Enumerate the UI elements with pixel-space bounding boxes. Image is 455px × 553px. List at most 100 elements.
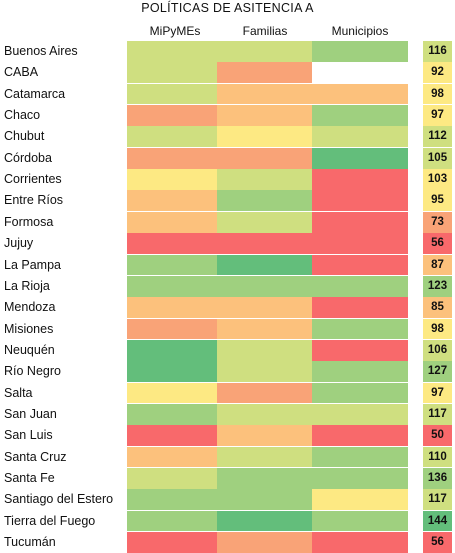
table-row: Jujuy 56 <box>0 233 455 254</box>
heatmap-cell-mipymes <box>127 105 223 126</box>
table-row: Chaco 97 <box>0 105 455 126</box>
total-value: 97 <box>423 382 452 404</box>
heatmap-cell-municipios <box>312 403 408 425</box>
total-value: 95 <box>423 190 452 212</box>
row-label: Santa Fe <box>4 471 55 485</box>
total-value: 127 <box>423 361 452 383</box>
table-row: Chubut 112 <box>0 126 455 148</box>
table-row: Mendoza 85 <box>0 297 455 318</box>
heatmap-cell-familias <box>217 318 313 340</box>
total-value: 56 <box>423 532 452 553</box>
heatmap-cell-mipymes <box>127 361 223 383</box>
total-value: 98 <box>423 83 452 105</box>
total-value: 116 <box>423 41 452 62</box>
heatmap-cell-familias <box>217 339 313 361</box>
column-header-mipymes: MiPyMEs <box>149 24 201 38</box>
heatmap-cell-mipymes <box>127 126 223 148</box>
heatmap-cell-familias <box>217 275 313 297</box>
table-row: Corrientes 103 <box>0 169 455 190</box>
heatmap-cell-mipymes <box>127 489 223 511</box>
heatmap-cell-familias <box>217 169 313 190</box>
heatmap-cell-mipymes <box>127 318 223 340</box>
heatmap-cell-municipios <box>312 83 408 105</box>
heatmap-cell-familias <box>217 510 313 532</box>
table-row: CABA 92 <box>0 62 455 84</box>
total-value: 92 <box>423 62 452 84</box>
table-row: Tucumán 56 <box>0 532 455 553</box>
heatmap-cell-familias <box>217 83 313 105</box>
total-value: 73 <box>423 211 452 233</box>
row-label: Neuquén <box>4 342 55 357</box>
heatmap-cell-mipymes <box>127 468 223 489</box>
heatmap-cell-municipios <box>312 339 408 361</box>
heatmap-cell-familias <box>217 254 313 276</box>
heatmap-cell-municipios <box>312 169 408 190</box>
heatmap-cell-familias <box>217 147 313 169</box>
heatmap-cell-municipios <box>312 489 408 511</box>
row-label: San Juan <box>4 406 57 421</box>
table-row: San Luis 50 <box>0 425 455 447</box>
heatmap-cell-mipymes <box>127 211 223 233</box>
total-value: 87 <box>423 254 452 276</box>
heatmap-cell-mipymes <box>127 147 223 169</box>
heatmap-cell-familias <box>217 126 313 148</box>
total-value: 105 <box>423 147 452 169</box>
row-label: Santiago del Estero <box>4 492 114 507</box>
table-row: Santa Cruz 110 <box>0 446 455 468</box>
total-value: 97 <box>423 105 452 126</box>
table-row: Salta 97 <box>0 382 455 404</box>
heatmap-cell-municipios <box>312 532 408 553</box>
row-label: Buenos Aires <box>4 44 78 58</box>
chart-title: POLÍTICAS DE ASITENCIA A <box>141 1 314 15</box>
table-row: La Pampa 87 <box>0 254 455 276</box>
heatmap-cell-familias <box>217 403 313 425</box>
row-label: Misiones <box>4 321 54 336</box>
total-value: 136 <box>423 468 452 489</box>
heatmap-cell-mipymes <box>127 297 223 318</box>
heatmap-cell-municipios <box>312 382 408 404</box>
heatmap-cell-mipymes <box>127 510 223 532</box>
heatmap-cell-municipios <box>312 254 408 276</box>
heatmap-cell-familias <box>217 489 313 511</box>
heatmap-cell-municipios <box>312 275 408 297</box>
heatmap-cell-municipios <box>312 468 408 489</box>
heatmap-cell-familias <box>217 361 313 383</box>
heatmap-cell-familias <box>217 190 313 212</box>
heatmap-cell-mipymes <box>127 233 223 254</box>
total-value: 123 <box>423 275 452 297</box>
total-value: 117 <box>423 489 452 511</box>
total-value: 110 <box>423 446 452 468</box>
heatmap-cell-mipymes <box>127 532 223 553</box>
heatmap-cell-familias <box>217 297 313 318</box>
row-label: Mendoza <box>4 300 56 315</box>
row-label: Corrientes <box>4 172 62 187</box>
heatmap-cell-mipymes <box>127 83 223 105</box>
heatmap-cell-mipymes <box>127 446 223 468</box>
table-row: Santa Fe 136 <box>0 468 455 489</box>
heatmap-cell-mipymes <box>127 339 223 361</box>
row-label: Jujuy <box>4 236 34 251</box>
table-row: Catamarca 98 <box>0 83 455 105</box>
table-row: Santiago del Estero 117 <box>0 489 455 511</box>
heatmap-cell-municipios <box>312 318 408 340</box>
total-value: 56 <box>423 233 452 254</box>
heatmap-cell-familias <box>217 446 313 468</box>
total-value: 144 <box>423 510 452 532</box>
heatmap-cell-familias <box>217 105 313 126</box>
heatmap-cell-mipymes <box>127 275 223 297</box>
heatmap-cell-familias <box>217 532 313 553</box>
heatmap-cell-municipios <box>312 446 408 468</box>
row-label: Salta <box>4 385 33 400</box>
column-header-familias: Familias <box>242 24 288 38</box>
heatmap-cell-mipymes <box>127 62 223 84</box>
table-row: Neuquén 106 <box>0 339 455 361</box>
table-row: Río Negro 127 <box>0 361 455 383</box>
heatmap-cell-familias <box>217 468 313 489</box>
row-label: Entre Ríos <box>4 193 64 208</box>
heatmap-cell-familias <box>217 211 313 233</box>
heatmap-cell-familias <box>217 425 313 447</box>
heatmap-cell-municipios <box>312 233 408 254</box>
row-label: San Luis <box>4 428 53 443</box>
heatmap-cell-mipymes <box>127 41 223 62</box>
total-value: 103 <box>423 169 452 190</box>
